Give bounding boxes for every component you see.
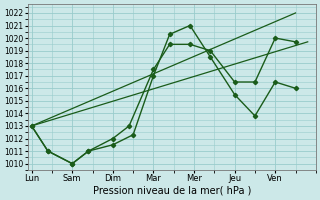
X-axis label: Pression niveau de la mer( hPa ): Pression niveau de la mer( hPa ) xyxy=(92,186,251,196)
